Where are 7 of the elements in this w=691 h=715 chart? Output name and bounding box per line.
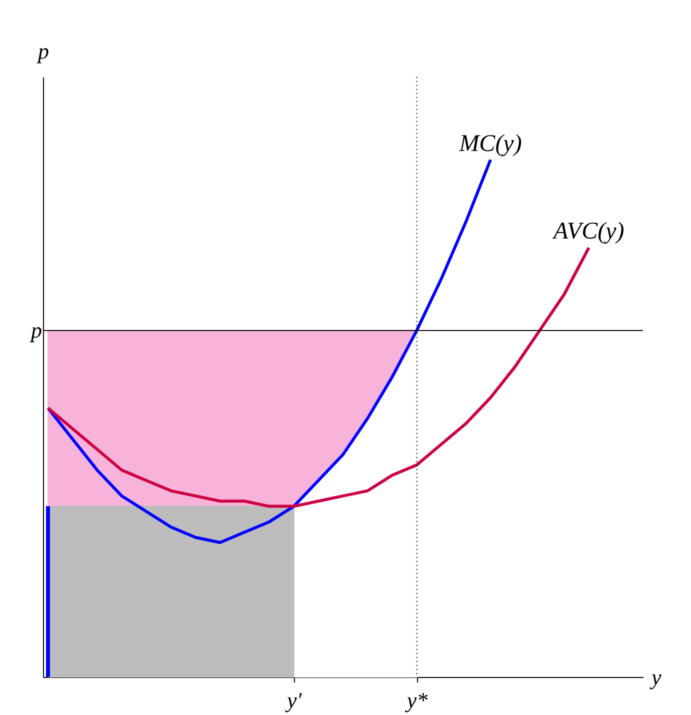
series-label: MC(y) [458, 130, 522, 157]
x-tick-label: y′ [285, 688, 303, 712]
x-tick-label: y* [404, 688, 428, 712]
x-axis-title: y [650, 664, 662, 690]
y-axis-title: p [36, 38, 49, 64]
ref-line-label: p [29, 317, 42, 342]
series-label: AVC(y) [551, 218, 624, 245]
